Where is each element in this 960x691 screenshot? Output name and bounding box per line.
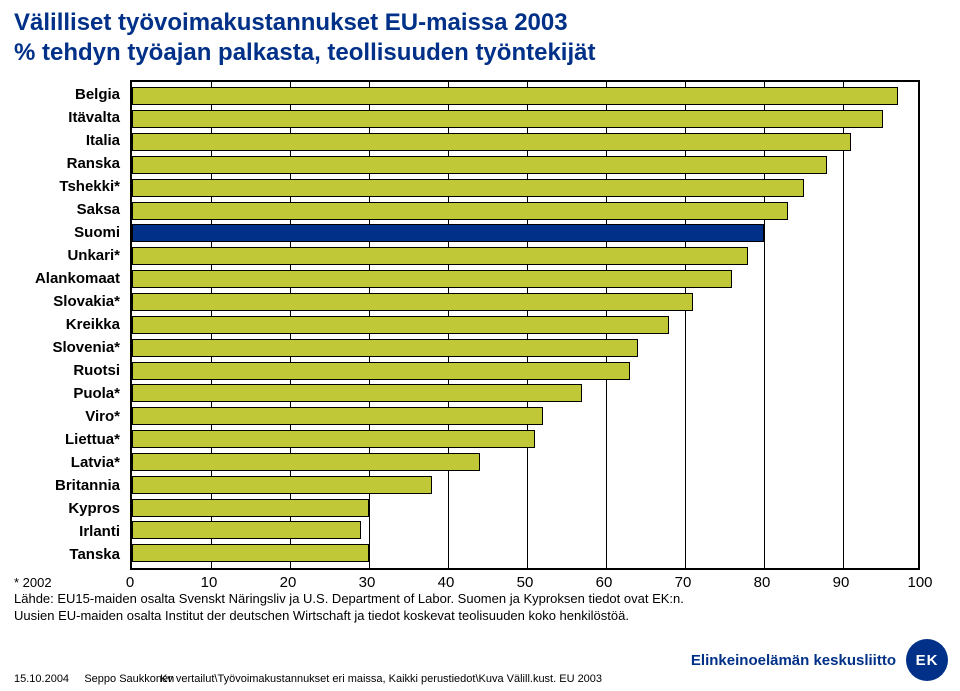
y-category-label: Kreikka: [0, 316, 124, 334]
bar-row: [132, 453, 918, 471]
y-category-label: Tshekki*: [0, 178, 124, 196]
logo-badge-icon: EK: [906, 639, 948, 681]
bar: [132, 293, 693, 311]
y-category-label: Latvia*: [0, 454, 124, 472]
file-path: Kv vertailut\Työvoimakustannukset eri ma…: [160, 673, 602, 685]
bar: [132, 544, 369, 562]
bar: [132, 87, 898, 105]
logo: Elinkeinoelämän keskusliitto EK: [691, 639, 948, 681]
footnote-star: * 2002: [14, 575, 52, 590]
bar: [132, 110, 883, 128]
title-line-1: Välilliset työvoimakustannukset EU-maiss…: [14, 8, 960, 38]
logo-text: Elinkeinoelämän keskusliitto: [691, 652, 896, 669]
bar-row: [132, 293, 918, 311]
bar-row: [132, 224, 918, 242]
bar-row: [132, 499, 918, 517]
y-category-label: Liettua*: [0, 431, 124, 449]
y-category-label: Belgia: [0, 86, 124, 104]
bar-row: [132, 247, 918, 265]
y-category-label: Irlanti: [0, 523, 124, 541]
bar-row: [132, 339, 918, 357]
y-category-label: Italia: [0, 132, 124, 150]
y-category-label: Tanska: [0, 546, 124, 564]
bar-row: [132, 270, 918, 288]
bar-row: [132, 316, 918, 334]
x-tick-label: 80: [754, 574, 771, 591]
bar: [132, 270, 732, 288]
bar: [132, 476, 432, 494]
y-category-label: Britannia: [0, 477, 124, 495]
bar: [132, 453, 480, 471]
footnote-source: Lähde: EU15-maiden osalta Svenskt Näring…: [14, 591, 684, 622]
bar: [132, 521, 361, 539]
footnote: * 2002 Lähde: EU15-maiden osalta Svenskt…: [14, 575, 714, 624]
bar-row: [132, 87, 918, 105]
y-category-label: Puola*: [0, 385, 124, 403]
y-category-label: Suomi: [0, 224, 124, 242]
bar: [132, 202, 788, 220]
bar: [132, 156, 827, 174]
bar-row: [132, 362, 918, 380]
bar: [132, 224, 764, 242]
y-category-label: Saksa: [0, 201, 124, 219]
y-category-label: Kypros: [0, 500, 124, 518]
chart-title: Välilliset työvoimakustannukset EU-maiss…: [0, 0, 960, 68]
bar: [132, 362, 630, 380]
bar-row: [132, 110, 918, 128]
bar: [132, 316, 669, 334]
title-line-2: % tehdyn työajan palkasta, teollisuuden …: [14, 38, 960, 68]
y-category-label: Slovenia*: [0, 339, 124, 357]
bar-row: [132, 156, 918, 174]
bar: [132, 384, 582, 402]
y-category-label: Ranska: [0, 155, 124, 173]
bar: [132, 133, 851, 151]
bar-row: [132, 384, 918, 402]
bar-row: [132, 179, 918, 197]
bar: [132, 247, 748, 265]
bar: [132, 179, 804, 197]
bar: [132, 499, 369, 517]
bars-container: [132, 82, 918, 568]
chart-plot-area: [130, 80, 920, 570]
bar-row: [132, 521, 918, 539]
y-axis-labels: Belgia Itävalta Italia Ranska Tshekki* Saksa S…: [0, 80, 124, 570]
bar-row: [132, 202, 918, 220]
bar: [132, 430, 535, 448]
x-tick-label: 100: [907, 574, 932, 591]
y-category-label: Ruotsi: [0, 362, 124, 380]
y-category-label: Itävalta: [0, 109, 124, 127]
bar-row: [132, 430, 918, 448]
y-category-label: Viro*: [0, 408, 124, 426]
bar-row: [132, 544, 918, 562]
y-category-label: Unkari*: [0, 247, 124, 265]
credit-line: 15.10.2004 Seppo Saukkonen: [14, 673, 174, 685]
bar-row: [132, 133, 918, 151]
y-category-label: Slovakia*: [0, 293, 124, 311]
y-category-label: Alankomaat: [0, 270, 124, 288]
x-tick-label: 90: [833, 574, 850, 591]
bar-row: [132, 476, 918, 494]
bar-row: [132, 407, 918, 425]
credit-date: 15.10.2004: [14, 673, 69, 685]
bar: [132, 407, 543, 425]
bar: [132, 339, 638, 357]
